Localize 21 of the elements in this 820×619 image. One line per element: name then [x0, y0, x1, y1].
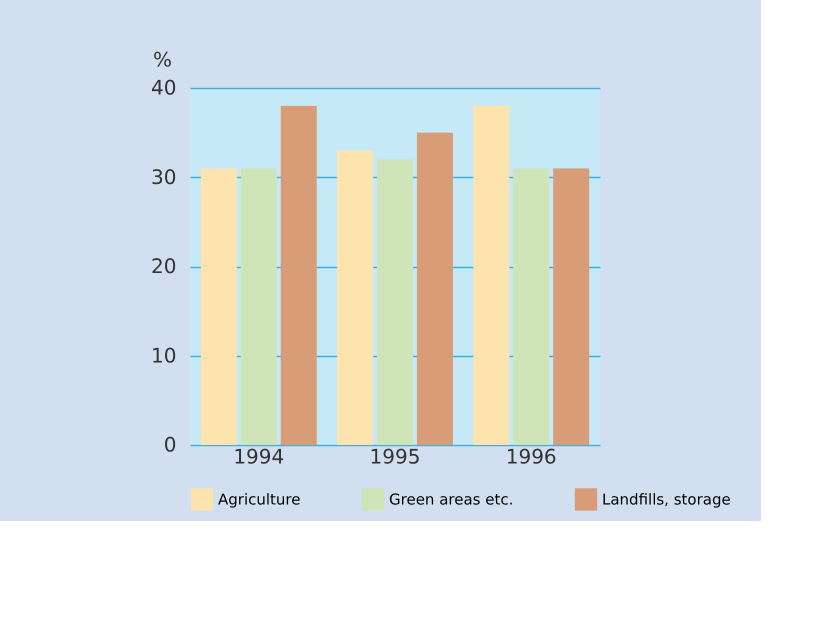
bar	[337, 150, 374, 445]
bar	[416, 132, 453, 445]
bar	[200, 168, 237, 445]
legend-label: Green areas etc.	[389, 490, 514, 508]
y-tick-label: 0	[164, 432, 176, 456]
y-tick-label: 40	[151, 76, 176, 100]
bar	[240, 168, 277, 445]
legend-label: Landfills, storage	[602, 490, 731, 508]
y-tick-label: 30	[151, 164, 176, 189]
bar	[280, 106, 317, 445]
x-tick-label: 1994	[233, 444, 284, 468]
y-tick-label: 10	[151, 343, 176, 368]
bar	[553, 168, 590, 445]
x-tick-label: 1995	[370, 444, 420, 468]
bar	[377, 159, 413, 445]
bar	[513, 168, 550, 445]
bar	[473, 106, 510, 445]
x-tick-label: 1996	[506, 444, 557, 468]
y-tick-label: 20	[151, 254, 176, 278]
legend-label: Agriculture	[218, 490, 300, 508]
y-axis-title: %	[152, 48, 172, 72]
